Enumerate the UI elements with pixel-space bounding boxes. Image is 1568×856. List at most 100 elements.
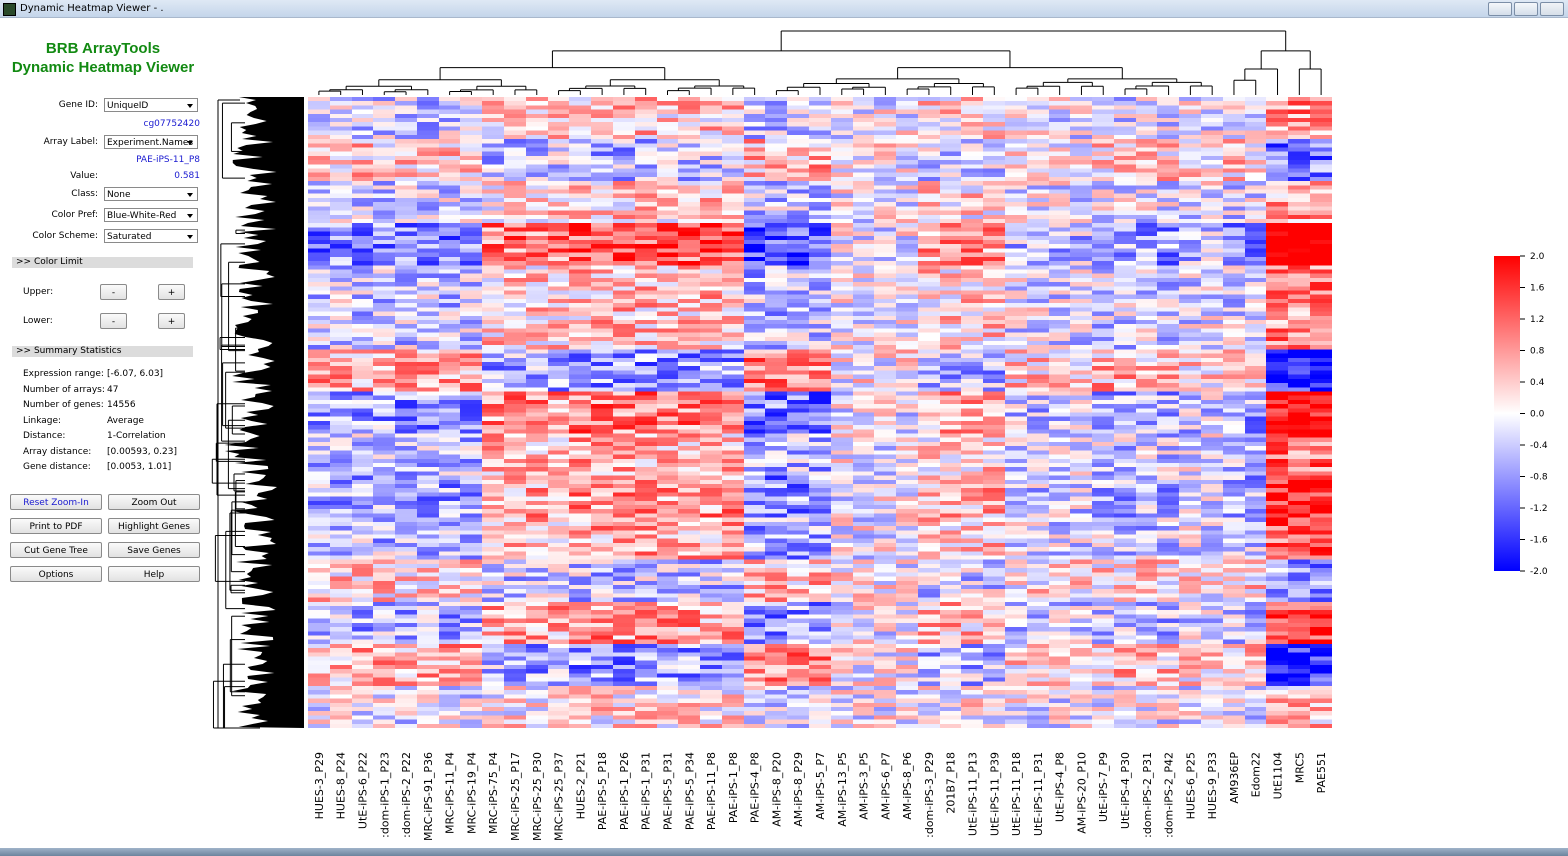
column-label: MRC-iPS-91_P36 bbox=[422, 752, 435, 841]
heatmap-column bbox=[547, 97, 570, 728]
lower-minus-button[interactable]: - bbox=[100, 313, 127, 329]
heatmap-column bbox=[852, 97, 875, 728]
column-label: MRC-iPS-25_P30 bbox=[531, 752, 544, 841]
heatmap-column bbox=[1244, 97, 1267, 728]
column-label: :dom-iPS-2_P42 bbox=[1163, 752, 1176, 838]
upper-minus-button[interactable]: - bbox=[100, 284, 127, 300]
summary-value: Average bbox=[107, 415, 144, 426]
heatmap-column bbox=[460, 97, 483, 728]
heatmap-column bbox=[438, 97, 461, 728]
heatmap-column bbox=[656, 97, 679, 728]
column-label: AM-iPS-8_P6 bbox=[901, 752, 914, 820]
column-label: UtE-iPS-7_P9 bbox=[1097, 752, 1110, 822]
column-label: AM-iPS-20_P10 bbox=[1075, 752, 1088, 834]
column-label: MRC-iPS-25_P37 bbox=[553, 752, 566, 841]
summary-value: [-6.07, 6.03] bbox=[107, 369, 164, 379]
heatmap bbox=[308, 97, 1332, 728]
heatmap-column bbox=[1113, 97, 1136, 728]
action-button[interactable]: Options bbox=[10, 566, 102, 582]
heatmap-column bbox=[1222, 97, 1245, 728]
column-label: MRC-iPS-25_P17 bbox=[509, 752, 522, 841]
minimize-button[interactable] bbox=[1488, 2, 1512, 16]
action-button[interactable]: Reset Zoom-In bbox=[10, 494, 102, 510]
heatmap-column bbox=[482, 97, 505, 728]
heatmap-column bbox=[808, 97, 831, 728]
array-label-select[interactable]: Experiment.Names bbox=[104, 135, 198, 149]
column-label: MRC-iPS-11_P4 bbox=[444, 752, 457, 834]
column-label: HUES-3_P29 bbox=[313, 752, 326, 819]
summary-key: Gene distance: bbox=[23, 462, 91, 472]
app-name: BRB ArrayTools bbox=[45, 40, 161, 57]
class-select[interactable]: None bbox=[104, 187, 198, 201]
heatmap-column bbox=[395, 97, 417, 728]
column-label: PAE-iPS-1_P8 bbox=[727, 752, 740, 823]
array-label-label: Array Label: bbox=[43, 137, 98, 147]
summary-header: >> Summary Statistics bbox=[12, 346, 193, 357]
colorbar bbox=[1494, 256, 1520, 571]
gene-dendrogram bbox=[224, 97, 304, 728]
action-button[interactable]: Highlight Genes bbox=[108, 518, 200, 534]
colorbar-label: -0.8 bbox=[1530, 473, 1548, 483]
column-label: UtE-iPS-11_P31 bbox=[1032, 752, 1045, 836]
taskbar bbox=[0, 848, 1568, 856]
action-button[interactable]: Save Genes bbox=[108, 542, 200, 558]
heatmap-column bbox=[1288, 97, 1310, 728]
action-button[interactable]: Zoom Out bbox=[108, 494, 200, 510]
column-label: Edom22 bbox=[1250, 752, 1263, 797]
column-label: HUES-8_P24 bbox=[335, 752, 348, 819]
column-label: UtE-iPS-4_P30 bbox=[1119, 752, 1132, 829]
heatmap-column bbox=[1092, 97, 1114, 728]
heatmap-column bbox=[1026, 97, 1049, 728]
column-label: UtE1104 bbox=[1272, 752, 1285, 799]
summary-value: 47 bbox=[107, 384, 119, 395]
column-label: :dom-iPS-3_P29 bbox=[923, 752, 936, 838]
colorbar-label: -0.4 bbox=[1530, 441, 1548, 451]
column-label: PAE551 bbox=[1315, 752, 1328, 793]
column-label: HUES-2_P21 bbox=[574, 752, 587, 819]
value-label: Value: bbox=[70, 171, 98, 181]
action-button[interactable]: Cut Gene Tree bbox=[10, 542, 102, 558]
action-button[interactable]: Help bbox=[108, 566, 200, 582]
summary-key: Array distance: bbox=[23, 446, 92, 457]
colorbar-label: 0.0 bbox=[1530, 410, 1545, 420]
column-label: MRC5 bbox=[1293, 752, 1306, 783]
heatmap-column bbox=[373, 97, 396, 728]
action-button[interactable]: Print to PDF bbox=[10, 518, 102, 534]
gene-id-select[interactable]: UniqueID bbox=[104, 98, 198, 112]
heatmap-column bbox=[939, 97, 962, 728]
heatmap-column bbox=[569, 97, 592, 728]
column-label: UtE-iPS-11_P13 bbox=[967, 752, 980, 836]
column-label: AM-iPS-3_P5 bbox=[858, 752, 871, 820]
lower-plus-button[interactable]: + bbox=[158, 313, 185, 329]
column-label: HUES-6_P25 bbox=[1184, 752, 1197, 819]
column-label: PAE-iPS-1_P31 bbox=[640, 752, 653, 830]
heatmap-column bbox=[329, 97, 352, 728]
restore-button[interactable] bbox=[1514, 2, 1538, 16]
column-label: PAE-iPS-11_P8 bbox=[705, 752, 718, 830]
heatmap-column bbox=[721, 97, 744, 728]
heatmap-column bbox=[504, 97, 526, 728]
color-pref-select[interactable]: Blue-White-Red bbox=[104, 208, 198, 222]
upper-plus-button[interactable]: + bbox=[158, 284, 185, 300]
column-label: PAE-iPS-5_P31 bbox=[661, 752, 674, 830]
color-pref-label: Color Pref: bbox=[51, 210, 98, 220]
column-label: UtE-iPS-6_P22 bbox=[356, 752, 369, 829]
close-button[interactable] bbox=[1540, 2, 1564, 16]
column-label: UtE-iPS-11_P39 bbox=[988, 752, 1001, 836]
color-scheme-select[interactable]: Saturated bbox=[104, 229, 198, 243]
column-label: :dom-iPS-2_P22 bbox=[400, 752, 413, 838]
heatmap-column bbox=[308, 97, 330, 728]
color-limit-header: >> Color Limit bbox=[12, 257, 193, 268]
heatmap-column bbox=[634, 97, 657, 728]
heatmap-column bbox=[917, 97, 940, 728]
gene-id-current: cg07752420 bbox=[143, 119, 200, 129]
heatmap-column bbox=[591, 97, 613, 728]
colorbar-label: -1.6 bbox=[1530, 536, 1548, 546]
heatmap-column bbox=[1309, 97, 1332, 728]
value-current: 0.581 bbox=[174, 171, 200, 181]
column-label: MRC-iPS-19_P4 bbox=[465, 752, 478, 834]
colorbar-label: -2.0 bbox=[1530, 567, 1548, 577]
heatmap-column bbox=[678, 97, 701, 728]
summary-value: [0.0053, 1.01] bbox=[107, 462, 172, 472]
